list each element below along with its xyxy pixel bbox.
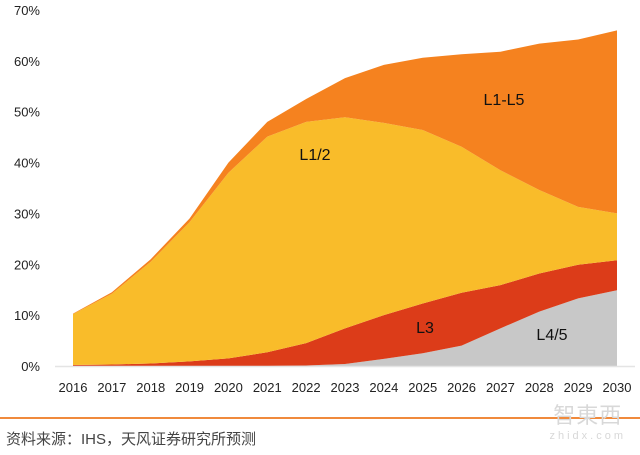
x-tick-label: 2020	[214, 380, 243, 395]
x-tick-label: 2017	[97, 380, 126, 395]
series-label: L4/5	[536, 327, 567, 344]
x-tick-label: 2016	[59, 380, 88, 395]
x-tick-label: 2021	[253, 380, 282, 395]
series-label: L1-L5	[484, 92, 525, 109]
x-tick-label: 2019	[175, 380, 204, 395]
y-tick-label: 0%	[21, 359, 40, 374]
y-tick-label: 30%	[14, 206, 40, 221]
y-tick-label: 40%	[14, 156, 40, 171]
area-l3	[73, 260, 617, 366]
y-tick-label: 10%	[14, 308, 40, 323]
y-tick-label: 50%	[14, 105, 40, 120]
watermark-logo: 智東西 zhidx.com	[549, 403, 626, 442]
series-label: L1/2	[299, 147, 330, 164]
area-l1-2	[73, 117, 617, 365]
footer-divider	[0, 417, 640, 419]
source-note: 资料来源：IHS，天风证券研究所预测	[6, 431, 257, 448]
x-tick-label: 2025	[408, 380, 437, 395]
y-tick-label: 20%	[14, 257, 40, 272]
x-tick-label: 2022	[292, 380, 321, 395]
series-label: L3	[416, 320, 434, 337]
x-tick-label: 2023	[331, 380, 360, 395]
x-tick-label: 2026	[447, 380, 476, 395]
area-l4-5	[73, 290, 617, 366]
area-l1-l5	[73, 30, 617, 315]
y-tick-label: 60%	[14, 54, 40, 69]
x-tick-label: 2030	[603, 380, 632, 395]
x-tick-label: 2024	[369, 380, 398, 395]
x-tick-label: 2029	[564, 380, 593, 395]
stacked-area-chart: 0% 10% 20% 30% 40% 50% 60% 70% 2016 2017 2018 2019…	[14, 3, 635, 395]
y-tick-label: 70%	[14, 3, 40, 18]
x-tick-label: 2028	[525, 380, 554, 395]
x-tick-label: 2027	[486, 380, 515, 395]
x-tick-label: 2018	[136, 380, 165, 395]
